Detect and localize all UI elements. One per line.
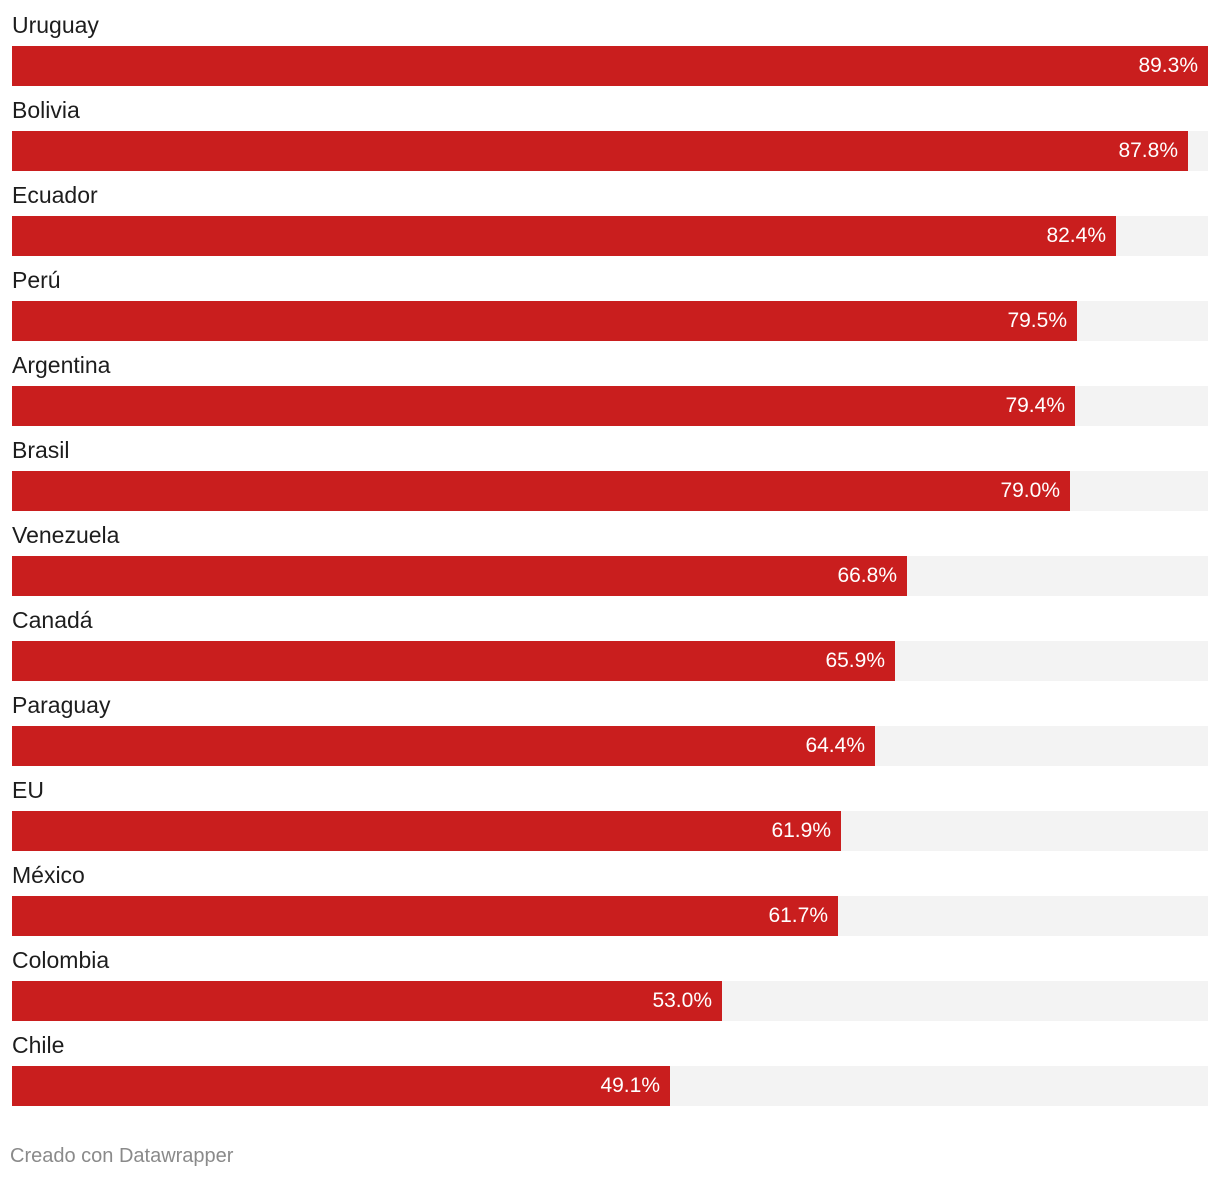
value-label: 79.5% [1007,309,1067,332]
category-label: Venezuela [12,522,120,548]
value-label: 64.4% [805,734,865,757]
bar: 49.1% [12,1066,670,1106]
bar: 65.9% [12,641,895,681]
bar-track: 82.4% [12,216,1208,256]
bar-track: 53.0% [12,981,1208,1021]
bar: 53.0% [12,981,722,1021]
bar-track: 49.1% [12,1066,1208,1106]
category-label: Canadá [12,607,93,633]
bar-track: 89.3% [12,46,1208,86]
bar-row: Ecuador 82.4% [12,178,1208,263]
bar-row: Uruguay 89.3% [12,8,1208,93]
bar-row: EU 61.9% [12,773,1208,858]
category-label: Colombia [12,947,110,973]
bar-track: 61.9% [12,811,1208,851]
bar: 79.4% [12,386,1075,426]
category-label: Paraguay [12,692,111,718]
bar-row: Perú 79.5% [12,263,1208,348]
bar: 87.8% [12,131,1188,171]
bar: 82.4% [12,216,1116,256]
bar-row: Chile 49.1% [12,1028,1208,1113]
bar-row: Bolivia 87.8% [12,93,1208,178]
category-label: Argentina [12,352,111,378]
value-label: 87.8% [1118,139,1178,162]
bar-track: 79.0% [12,471,1208,511]
category-label: Chile [12,1032,65,1058]
category-label: México [12,862,85,888]
value-label: 53.0% [652,989,712,1012]
category-label: Ecuador [12,182,98,208]
category-label: Perú [12,267,61,293]
bar: 89.3% [12,46,1208,86]
bar-row: Colombia 53.0% [12,943,1208,1028]
bar: 66.8% [12,556,907,596]
value-label: 61.9% [771,819,831,842]
bar-row: Venezuela 66.8% [12,518,1208,603]
bar-row: México 61.7% [12,858,1208,943]
value-label: 65.9% [825,649,885,672]
bar-track: 61.7% [12,896,1208,936]
bar-row: Canadá 65.9% [12,603,1208,688]
value-label: 61.7% [768,904,828,927]
bar-track: 64.4% [12,726,1208,766]
category-label: EU [12,777,44,803]
bar-chart: Uruguay 89.3% Bolivia 87.8% Ecuador 82.4% Perú… [12,8,1208,1113]
bar: 79.0% [12,471,1070,511]
value-label: 79.0% [1000,479,1060,502]
bar-track: 87.8% [12,131,1208,171]
value-label: 66.8% [837,564,897,587]
bar: 61.7% [12,896,838,936]
bar-row: Argentina 79.4% [12,348,1208,433]
bar-row: Paraguay 64.4% [12,688,1208,773]
bar-track: 79.5% [12,301,1208,341]
category-label: Brasil [12,437,70,463]
value-label: 49.1% [600,1074,660,1097]
category-label: Uruguay [12,12,99,38]
value-label: 79.4% [1005,394,1065,417]
bar: 79.5% [12,301,1077,341]
bar-track: 65.9% [12,641,1208,681]
value-label: 82.4% [1046,224,1106,247]
footer-credit[interactable]: Creado con Datawrapper [10,1145,234,1167]
bar: 61.9% [12,811,841,851]
bar: 64.4% [12,726,875,766]
value-label: 89.3% [1138,54,1198,77]
bar-row: Brasil 79.0% [12,433,1208,518]
category-label: Bolivia [12,97,80,123]
bar-track: 66.8% [12,556,1208,596]
bar-track: 79.4% [12,386,1208,426]
